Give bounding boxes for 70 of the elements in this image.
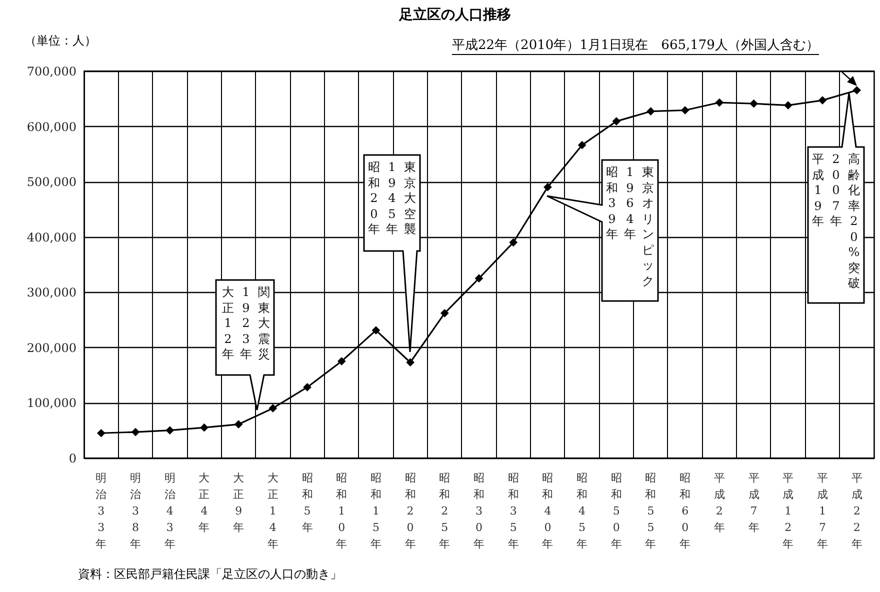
x-tick-label: 明治38年 [130, 472, 142, 550]
point [440, 308, 449, 318]
x-tick-label: 大正4年 [198, 472, 210, 534]
point [544, 182, 552, 192]
point [612, 117, 621, 126]
x-tick-label: 昭和10年 [336, 472, 348, 550]
x-tick-label: 明治43年 [164, 472, 176, 550]
x-tick-label: 昭和30年 [474, 472, 484, 550]
x-tick-label: 平成17年 [816, 472, 828, 550]
x-tick-label: 平成7年 [748, 472, 760, 534]
text: 平成22年（2010年）1月1日現在 665,179人（外国人含む） [452, 36, 819, 55]
annotation: 昭和20年 [368, 160, 380, 238]
chart-title: 足立区の人口推移 [398, 6, 512, 24]
point [715, 98, 724, 107]
point [166, 426, 174, 435]
x-tick-label: 平成22年 [851, 472, 862, 550]
y-tick-label: 300,000 [26, 286, 76, 300]
point [96, 428, 106, 438]
point [646, 107, 655, 116]
text: 高齢化率20%突破 [848, 152, 860, 290]
annotation: 東京オリンピック [642, 165, 654, 289]
annotation: 平成19年 [812, 152, 824, 230]
annotation: 関東大震災 [258, 285, 270, 362]
x-tick-label: 昭和5年 [302, 472, 313, 534]
text: 資料：区民部戸籍住民課「足立区の人口の動き」 [78, 566, 342, 583]
x-tick-label: 昭和25年 [439, 472, 450, 550]
point [578, 140, 586, 150]
annotation: 東京大空襲 [404, 160, 416, 238]
point [200, 423, 208, 432]
x-tick-label: 昭和55年 [645, 472, 656, 550]
x-tick-label: 昭和45年 [576, 472, 588, 550]
x-tick-label: 平成2年 [714, 472, 725, 534]
point [509, 238, 518, 247]
point [784, 101, 792, 110]
x-tick-label: 大正14年 [267, 472, 278, 550]
annotation: 1923年 [240, 285, 252, 362]
annotation: 1945年 [386, 160, 398, 238]
annotation: 昭和39年 [606, 165, 618, 242]
point [131, 428, 140, 436]
x-tick-label: 大正9年 [233, 472, 244, 534]
point [852, 86, 862, 94]
point [303, 383, 312, 392]
y-tick-label: 700,000 [26, 64, 76, 78]
y-tick-label: 200,000 [26, 340, 76, 355]
x-tick-label: 明治33年 [96, 472, 107, 550]
point [818, 96, 827, 104]
point [337, 357, 346, 366]
point [372, 326, 380, 334]
annotation: 1964年 [624, 165, 636, 242]
y-axis-title: （単位：人） [24, 34, 96, 48]
y-tick-label: 600,000 [26, 120, 76, 134]
x-tick-label: 昭和20年 [404, 472, 416, 550]
annotation: 2007年 [830, 152, 842, 230]
y-tick-label: 0 [68, 452, 76, 466]
point [474, 274, 484, 283]
y-tick-label: 100,000 [26, 396, 76, 410]
y-tick-label: 500,000 [26, 175, 76, 190]
point [750, 99, 758, 108]
y-tick-label: 400,000 [26, 230, 76, 244]
x-tick-label: 昭和50年 [610, 472, 622, 550]
x-tick-label: 昭和35年 [508, 472, 519, 550]
x-tick-label: 昭和15年 [370, 472, 382, 550]
annotation: 大正12年 [222, 285, 234, 362]
x-tick-label: 昭和40年 [542, 472, 554, 550]
x-tick-label: 平成12年 [782, 472, 794, 550]
point [406, 358, 414, 367]
point [268, 404, 278, 412]
point [680, 106, 690, 114]
point [234, 420, 243, 428]
x-tick-label: 昭和60年 [680, 472, 691, 550]
